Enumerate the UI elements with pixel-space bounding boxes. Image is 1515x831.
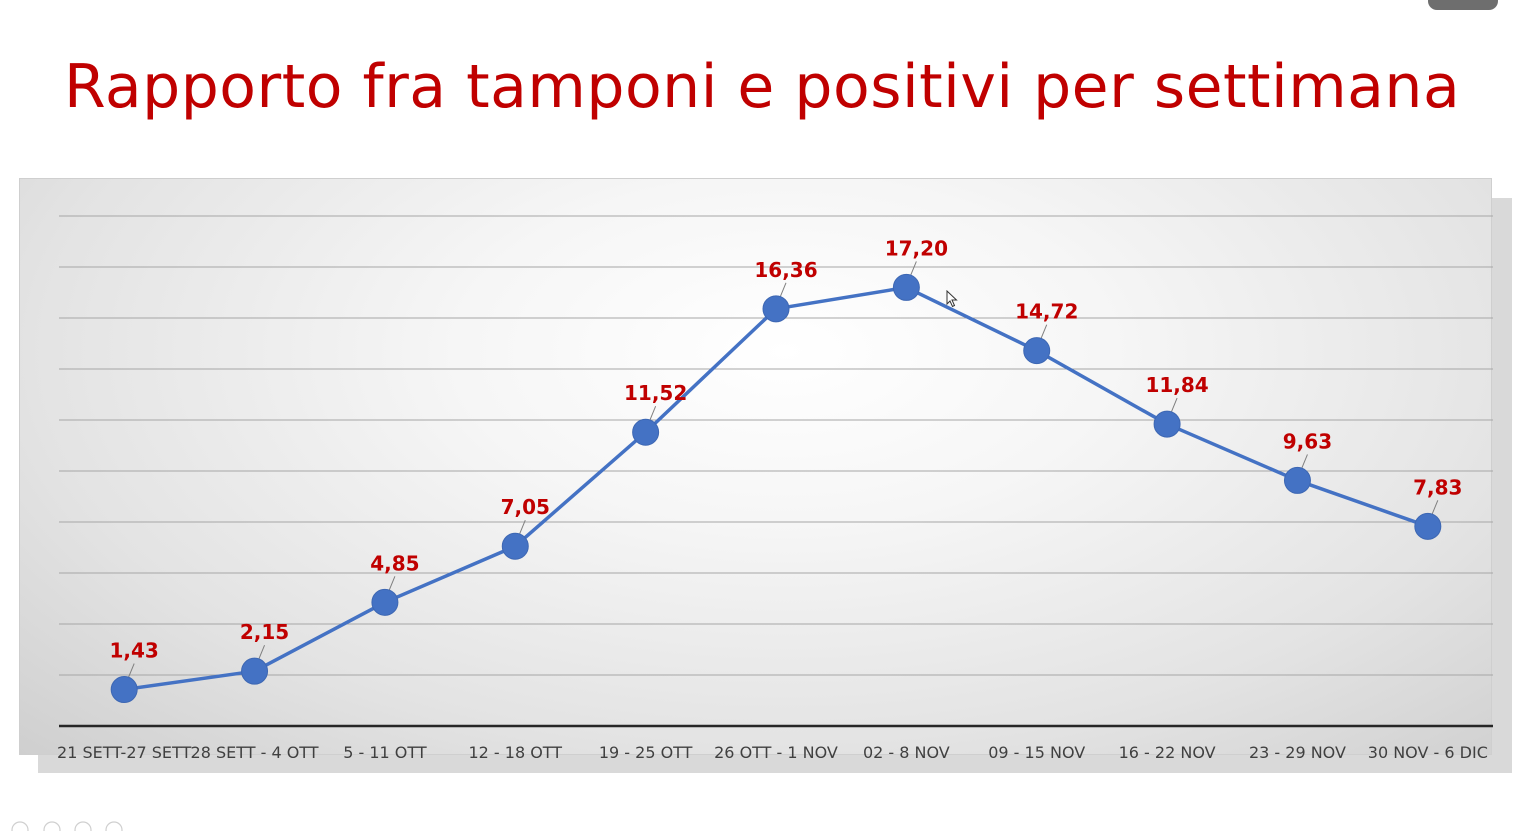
- x-tick-label: 30 NOV - 6 DIC: [1368, 743, 1488, 762]
- data-point: [762, 295, 790, 323]
- x-tick-label: 26 OTT - 1 NOV: [714, 743, 838, 762]
- data-label: 9,63: [1283, 429, 1332, 453]
- series-line: [123, 285, 1429, 692]
- x-tick-label: 23 - 29 NOV: [1249, 743, 1346, 762]
- x-tick-labels: 21 SETT-27 SETT 28 SETT - 4 OTT 5 - 11 OTT…: [57, 743, 1488, 762]
- data-label: 16,36: [754, 258, 817, 282]
- data-point: [1153, 410, 1181, 438]
- chart-area: [19, 178, 1492, 755]
- slide-title: Rapporto fra tamponi e positivi per sett…: [64, 52, 1461, 122]
- slides-grid-icon[interactable]: [43, 821, 61, 831]
- pen-tool-icon[interactable]: [11, 821, 29, 831]
- x-tick-label: 02 - 8 NOV: [863, 743, 950, 762]
- data-point: [110, 676, 138, 704]
- more-options-icon[interactable]: [105, 821, 123, 831]
- data-point: [501, 532, 529, 560]
- x-tick-label: 21 SETT-27 SETT: [57, 743, 191, 762]
- zoom-icon[interactable]: [74, 821, 92, 831]
- x-tick-label: 09 - 15 NOV: [988, 743, 1085, 762]
- data-label: 17,20: [885, 236, 948, 260]
- data-labels: 1,43 2,15 4,85 7,05 11,52 16,36 17,20 14,72 11,8…: [110, 236, 1463, 662]
- data-point: [241, 657, 269, 685]
- data-label: 11,84: [1145, 373, 1208, 397]
- data-label: 7,83: [1413, 475, 1462, 499]
- data-label: 14,72: [1015, 300, 1078, 324]
- data-point: [1283, 466, 1311, 494]
- data-markers: [110, 273, 1442, 704]
- data-label: 4,85: [370, 551, 419, 575]
- x-tick-label: 28 SETT - 4 OTT: [191, 743, 319, 762]
- mouse-pointer-icon: [946, 290, 958, 308]
- presentation-toolbar[interactable]: [10, 820, 130, 831]
- data-point: [1023, 337, 1051, 365]
- data-label: 11,52: [624, 381, 687, 405]
- gridlines: [59, 215, 1493, 676]
- data-point: [371, 588, 399, 616]
- x-tick-label: 16 - 22 NOV: [1119, 743, 1216, 762]
- x-tick-label: 5 - 11 OTT: [343, 743, 427, 762]
- page-number-badge: [1428, 0, 1498, 10]
- data-label: 1,43: [110, 639, 159, 663]
- x-tick-label: 12 - 18 OTT: [468, 743, 562, 762]
- x-tick-label: 19 - 25 OTT: [599, 743, 693, 762]
- data-label: 2,15: [240, 620, 289, 644]
- data-point: [1414, 512, 1442, 540]
- data-point: [632, 418, 660, 446]
- data-point: [892, 273, 920, 301]
- data-label: 7,05: [501, 495, 550, 519]
